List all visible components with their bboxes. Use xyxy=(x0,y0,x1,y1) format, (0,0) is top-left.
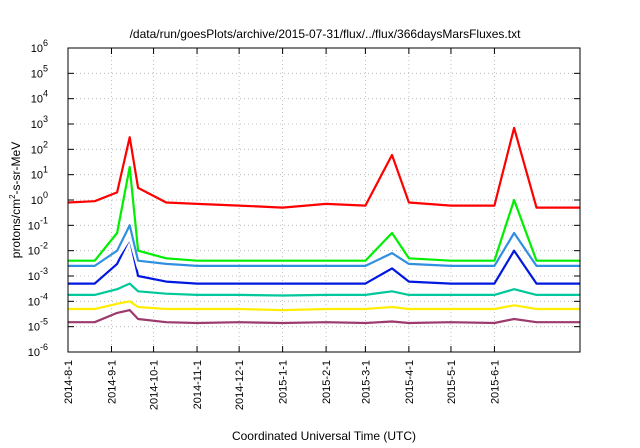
y-tick-base: 10 xyxy=(28,220,40,232)
series-group xyxy=(67,126,580,325)
y-tick-exponent: 3 xyxy=(43,114,48,124)
y-tick-exponent: 5 xyxy=(43,63,48,73)
y-tick-base: 10 xyxy=(31,195,43,207)
y-tick-base: 10 xyxy=(28,296,40,308)
y-tick-base: 10 xyxy=(31,119,43,131)
y-tick-base: 10 xyxy=(28,246,40,258)
y-axis-label: protons/cm2-s-sr-MeV xyxy=(8,142,23,258)
y-tick-exponent: -1 xyxy=(40,215,48,225)
y-tick-base: 10 xyxy=(28,347,40,359)
y-tick-exponent: -3 xyxy=(40,266,48,276)
y-tick-base: 10 xyxy=(31,170,43,182)
series-line xyxy=(68,165,580,262)
y-tick-label: 10-4 xyxy=(28,291,48,308)
y-tick-base: 10 xyxy=(31,94,43,106)
y-tick-base: 10 xyxy=(28,322,40,334)
y-tick-label: 10-3 xyxy=(28,266,48,283)
x-axis-label: Coordinated Universal Time (UTC) xyxy=(232,429,416,443)
y-tick-label: 101 xyxy=(31,165,48,182)
y-tick-exponent: 0 xyxy=(43,190,48,200)
y-tick-label: 10-6 xyxy=(28,342,48,359)
x-tick-label: 2015-2-1 xyxy=(321,360,333,404)
x-tick-label: 2014-9-1 xyxy=(106,360,118,404)
y-tick-exponent: -4 xyxy=(40,291,48,301)
x-tick-label: 2015-3-1 xyxy=(360,360,372,404)
x-tick-label: 2014-10-1 xyxy=(149,360,161,410)
y-tick-exponent: 1 xyxy=(43,165,48,175)
chart-title: /data/run/goesPlots/archive/2015-07-31/f… xyxy=(130,27,522,41)
y-tick-label: 10-2 xyxy=(28,241,48,258)
y-tick-exponent: 2 xyxy=(43,139,48,149)
y-tick-label: 10-1 xyxy=(28,215,48,232)
series-line xyxy=(68,300,580,312)
series-line xyxy=(68,282,580,297)
y-axis-label-unit: -s-sr-MeV xyxy=(9,142,23,195)
series-line xyxy=(68,237,580,276)
x-tick-label: 2014-8-1 xyxy=(63,360,75,404)
y-tick-exponent: -2 xyxy=(40,241,48,251)
y-tick-base: 10 xyxy=(28,271,40,283)
y-tick-base: 10 xyxy=(31,43,43,55)
x-axis: 2014-8-1 2014-9-1 2014-10-1 2014-11-1 2014-1… xyxy=(63,48,501,410)
y-tick-exponent: -5 xyxy=(40,317,48,327)
x-tick-label: 2014-12-1 xyxy=(234,360,246,410)
series-line xyxy=(68,309,580,325)
x-tick-label: 2015-4-1 xyxy=(404,360,416,404)
y-axis-label-sup: 2 xyxy=(8,194,17,199)
y-tick-label: 104 xyxy=(31,89,48,106)
y-tick-label: 10-5 xyxy=(28,317,48,334)
y-tick-label: 103 xyxy=(31,114,48,131)
x-tick-label: 2014-11-1 xyxy=(192,360,204,409)
x-tick-label: 2015-6-1 xyxy=(489,360,501,404)
y-tick-base: 10 xyxy=(31,68,43,80)
y-tick-base: 10 xyxy=(31,144,43,156)
x-tick-label: 2015-1-1 xyxy=(278,360,290,404)
x-tick-label: 2015-5-1 xyxy=(446,360,458,404)
y-tick-label: 100 xyxy=(31,190,48,207)
y-tick-exponent: 6 xyxy=(43,38,48,48)
y-axis: 10-610-510-410-310-210-11001011021031041… xyxy=(28,38,580,359)
series-line xyxy=(67,126,580,209)
series-line xyxy=(68,224,580,267)
y-tick-exponent: 4 xyxy=(43,89,48,99)
y-axis-label-main: protons/cm xyxy=(9,199,23,258)
y-tick-label: 106 xyxy=(31,38,48,55)
y-tick-exponent: -6 xyxy=(40,342,48,352)
y-tick-label: 105 xyxy=(31,63,48,80)
y-tick-label: 102 xyxy=(31,139,48,156)
